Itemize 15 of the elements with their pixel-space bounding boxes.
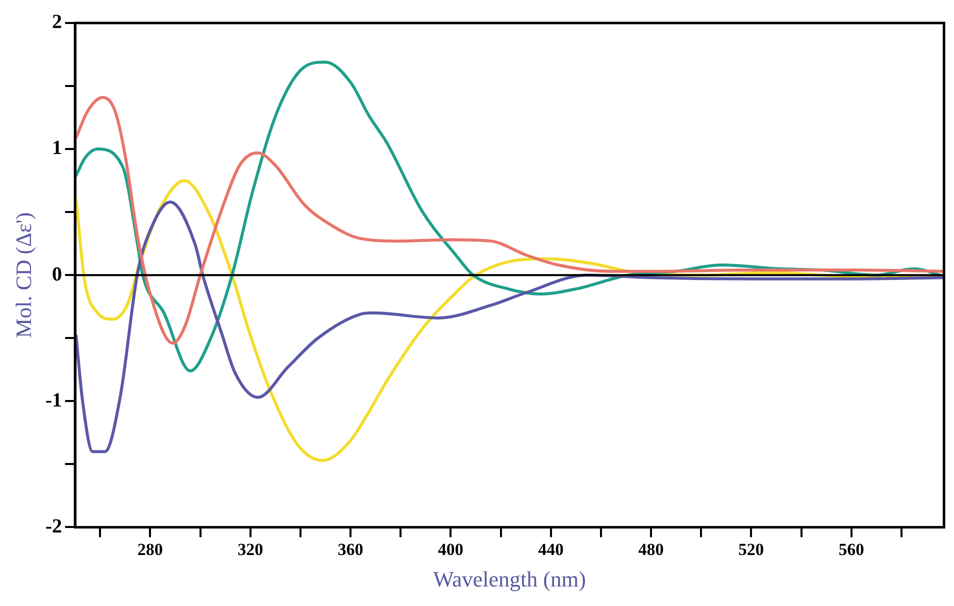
x-tick-label: 320 [238, 540, 264, 559]
y-tick-label: 2 [52, 11, 62, 34]
y-tick-label: 1 [52, 137, 62, 160]
x-tick-label: 280 [137, 540, 163, 559]
y-tick-label: -1 [45, 389, 62, 412]
x-tick-label: 520 [738, 540, 764, 559]
x-tick-label: 440 [538, 540, 564, 559]
y-tick-label: 0 [52, 263, 62, 286]
x-tick-label: 480 [638, 540, 664, 559]
x-tick-label: 400 [438, 540, 464, 559]
x-tick-label: 560 [838, 540, 864, 559]
x-axis-title: Wavelength (nm) [433, 566, 586, 592]
x-tick-label: 360 [338, 540, 364, 559]
y-tick-label: -2 [45, 515, 62, 538]
y-axis-title: Mol. CD (Δε') [10, 212, 36, 338]
